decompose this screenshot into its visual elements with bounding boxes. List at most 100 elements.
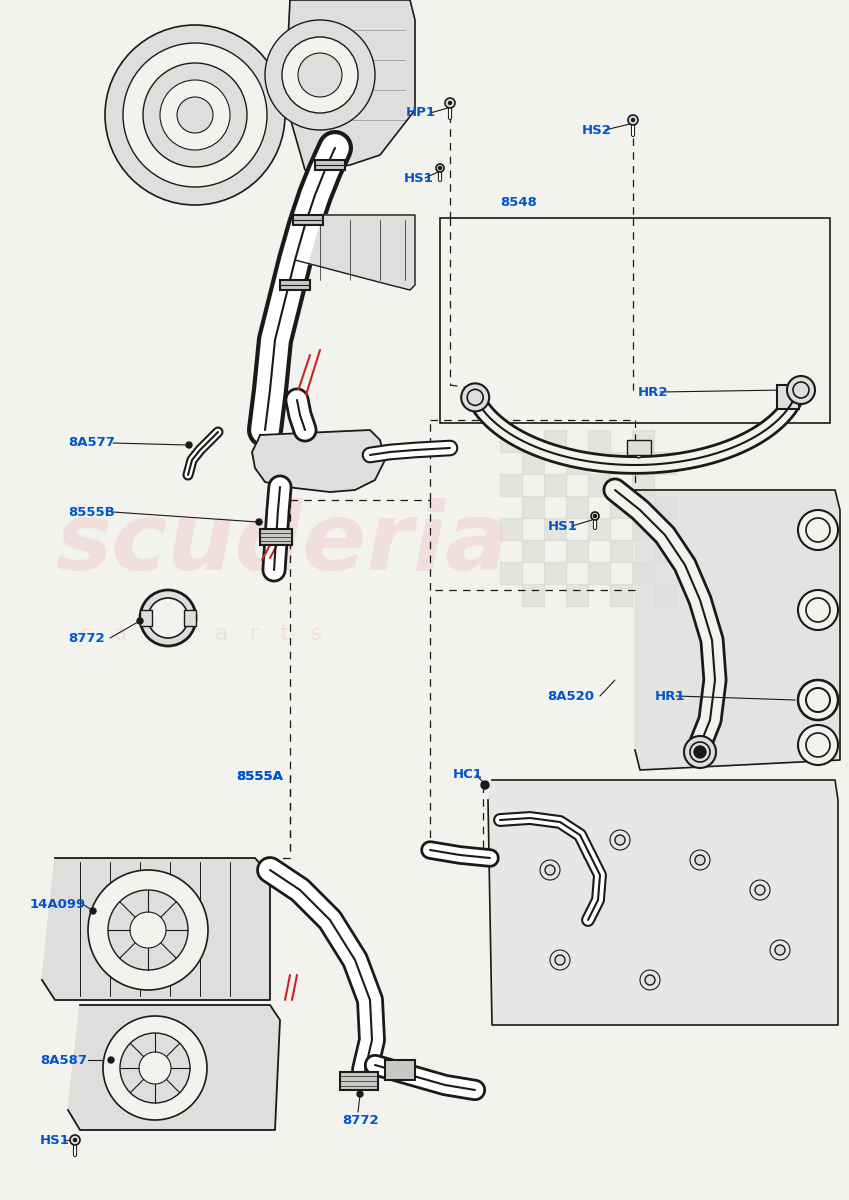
Text: 8A577: 8A577 — [68, 437, 115, 450]
Circle shape — [555, 955, 565, 965]
Polygon shape — [42, 858, 270, 1000]
Bar — [654, 584, 676, 606]
Bar — [440, 218, 830, 422]
Bar — [500, 474, 522, 496]
Circle shape — [798, 680, 838, 720]
Circle shape — [593, 515, 597, 517]
Text: scuderia: scuderia — [55, 498, 509, 590]
Text: 8555A: 8555A — [236, 770, 283, 784]
Circle shape — [690, 742, 710, 762]
Circle shape — [177, 97, 213, 133]
Circle shape — [436, 164, 444, 172]
Circle shape — [798, 510, 838, 550]
Bar — [522, 452, 544, 474]
Circle shape — [120, 1033, 190, 1103]
Circle shape — [88, 870, 208, 990]
Text: 8A520: 8A520 — [547, 690, 594, 702]
Bar — [293, 215, 323, 226]
Text: 14A099: 14A099 — [30, 899, 86, 912]
Circle shape — [461, 383, 489, 412]
Circle shape — [793, 382, 809, 398]
Polygon shape — [295, 215, 415, 290]
Text: c   a   r   p   a   r   t   s: c a r p a r t s — [80, 624, 322, 644]
Circle shape — [140, 590, 196, 646]
Bar — [544, 474, 566, 496]
Polygon shape — [68, 1006, 280, 1130]
Circle shape — [798, 590, 838, 630]
Bar — [566, 496, 588, 518]
Text: HP1: HP1 — [406, 107, 436, 120]
Circle shape — [755, 886, 765, 895]
Bar — [654, 540, 676, 562]
Bar — [632, 562, 654, 584]
Bar — [140, 610, 152, 626]
Text: HR2: HR2 — [638, 385, 668, 398]
Circle shape — [628, 115, 638, 125]
Bar — [610, 540, 632, 562]
Bar — [280, 280, 310, 290]
Bar — [632, 430, 654, 452]
Bar — [522, 496, 544, 518]
Text: 8548: 8548 — [500, 196, 537, 209]
Bar — [588, 430, 610, 452]
Circle shape — [798, 680, 838, 720]
Circle shape — [632, 119, 634, 121]
Circle shape — [90, 908, 96, 914]
Circle shape — [445, 98, 455, 108]
Bar — [522, 540, 544, 562]
Bar — [500, 518, 522, 540]
Text: HS1: HS1 — [404, 172, 434, 185]
Circle shape — [467, 389, 483, 406]
Polygon shape — [488, 780, 838, 1025]
Bar — [315, 160, 345, 170]
Circle shape — [160, 80, 230, 150]
Bar — [588, 518, 610, 540]
Circle shape — [806, 688, 830, 712]
Circle shape — [74, 1139, 76, 1141]
Circle shape — [108, 890, 188, 970]
Text: HS1: HS1 — [40, 1134, 70, 1146]
Text: 8772: 8772 — [342, 1114, 379, 1127]
Circle shape — [70, 1135, 80, 1145]
Circle shape — [143, 62, 247, 167]
Circle shape — [787, 376, 815, 404]
Bar — [627, 440, 650, 455]
Circle shape — [137, 618, 143, 624]
Polygon shape — [635, 490, 840, 770]
Circle shape — [108, 1057, 114, 1063]
Circle shape — [591, 512, 599, 520]
Bar — [588, 474, 610, 496]
Circle shape — [694, 746, 706, 758]
Bar — [566, 584, 588, 606]
Bar — [654, 452, 676, 474]
Circle shape — [103, 1016, 207, 1120]
Bar — [500, 430, 522, 452]
Circle shape — [695, 854, 705, 865]
Circle shape — [105, 25, 285, 205]
Bar — [566, 452, 588, 474]
Bar — [544, 518, 566, 540]
Circle shape — [806, 733, 830, 757]
Circle shape — [139, 1052, 171, 1084]
Circle shape — [298, 53, 342, 97]
Text: HS2: HS2 — [582, 124, 612, 137]
Circle shape — [806, 688, 830, 712]
Text: HS1: HS1 — [548, 520, 578, 533]
Text: 8772: 8772 — [68, 631, 104, 644]
Bar — [544, 562, 566, 584]
Circle shape — [806, 598, 830, 622]
Circle shape — [448, 102, 452, 104]
Circle shape — [186, 442, 192, 448]
Circle shape — [806, 518, 830, 542]
Circle shape — [798, 725, 838, 766]
Bar — [610, 452, 632, 474]
Bar — [632, 518, 654, 540]
Bar — [544, 430, 566, 452]
Circle shape — [636, 452, 642, 458]
Bar — [588, 562, 610, 584]
Bar — [566, 540, 588, 562]
Bar — [777, 385, 799, 409]
Bar — [522, 584, 544, 606]
Text: 8555A: 8555A — [236, 770, 283, 784]
Polygon shape — [285, 0, 415, 170]
